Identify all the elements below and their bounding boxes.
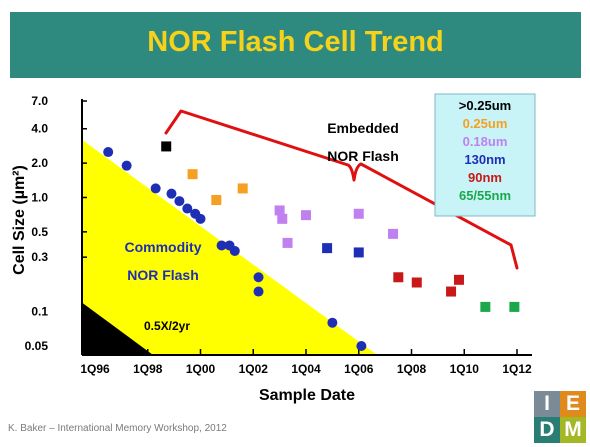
scaling-rate-label: 0.5X/2yr: [144, 319, 190, 333]
source-credit: K. Baker – International Memory Workshop…: [8, 423, 227, 434]
commodity-label: NOR Flash: [127, 267, 199, 283]
legend-entry: 130nm: [464, 152, 505, 167]
commodity-point: [356, 341, 367, 351]
y-tick-label: 4.0: [31, 122, 48, 136]
embedded-point: [453, 274, 464, 285]
embedded-point: [282, 237, 293, 248]
embedded-label: NOR Flash: [327, 148, 399, 164]
embedded-point: [388, 228, 399, 239]
embedded-point: [322, 243, 333, 254]
embedded-point: [353, 208, 364, 219]
x-tick-label: 1Q04: [291, 362, 321, 376]
title-banner: NOR Flash Cell Trend: [10, 12, 581, 78]
legend-entry: 0.25um: [463, 116, 508, 131]
embedded-point: [277, 213, 288, 224]
commodity-point: [166, 188, 177, 199]
embedded-point: [301, 210, 311, 221]
x-axis-title: Sample Date: [259, 387, 355, 404]
x-tick-label: 1Q98: [133, 362, 163, 376]
embedded-label: Embedded: [327, 120, 399, 136]
commodity-point: [121, 160, 132, 171]
embedded-point: [161, 141, 172, 152]
commodity-point: [229, 245, 240, 256]
commodity-point: [174, 196, 185, 207]
x-tick-label: 1Q08: [397, 362, 427, 376]
legend-entry: 90nm: [468, 170, 502, 185]
legend-entry: 0.18um: [463, 134, 508, 149]
legend-box: [434, 93, 536, 217]
commodity-point: [216, 240, 227, 251]
commodity-label: Commodity: [125, 239, 202, 255]
embedded-point: [187, 169, 198, 180]
embedded-point: [237, 183, 248, 194]
commodity-point: [150, 183, 161, 194]
embedded-point: [353, 247, 364, 258]
embedded-point: [274, 205, 285, 216]
legend-entry: 65/55nm: [459, 188, 511, 203]
y-tick-label: 0.5: [31, 225, 48, 239]
y-axis-title: Cell Size (µm²): [11, 165, 28, 275]
y-tick-label: 0.3: [31, 250, 48, 264]
embedded-point: [509, 301, 520, 312]
commodity-point: [195, 213, 206, 224]
logo-letter: M: [560, 417, 586, 443]
page-title: NOR Flash Cell Trend: [147, 26, 444, 58]
commodity-point: [103, 147, 114, 158]
y-tick-label: 0.1: [31, 305, 48, 319]
commodity-point: [327, 317, 338, 328]
y-tick-label: 0.05: [25, 339, 49, 353]
logo-letter: I: [534, 391, 560, 417]
embedded-bracket: [164, 109, 519, 270]
embedded-point: [480, 301, 491, 312]
embedded-point: [211, 195, 222, 206]
iedm-logo: I E D M: [534, 391, 586, 443]
embedded-point: [411, 277, 422, 288]
embedded-point: [446, 286, 457, 297]
x-tick-label: 1Q10: [450, 362, 480, 376]
legend-entry: >0.25um: [459, 98, 511, 113]
x-tick-label: 1Q12: [502, 362, 532, 376]
y-tick-label: 7.0: [31, 94, 48, 108]
y-tick-label: 2.0: [31, 156, 48, 170]
logo-letter: D: [534, 417, 560, 443]
commodity-point: [253, 272, 264, 283]
x-tick-label: 1Q02: [239, 362, 269, 376]
commodity-point: [253, 286, 264, 297]
commodity-point: [182, 203, 193, 214]
y-tick-label: 1.0: [31, 190, 48, 204]
x-tick-label: 1Q06: [344, 362, 374, 376]
scaling-region: [82, 302, 154, 355]
x-tick-label: 1Q96: [80, 362, 110, 376]
embedded-point: [393, 272, 404, 283]
logo-letter: E: [560, 391, 586, 417]
x-tick-label: 1Q00: [186, 362, 216, 376]
